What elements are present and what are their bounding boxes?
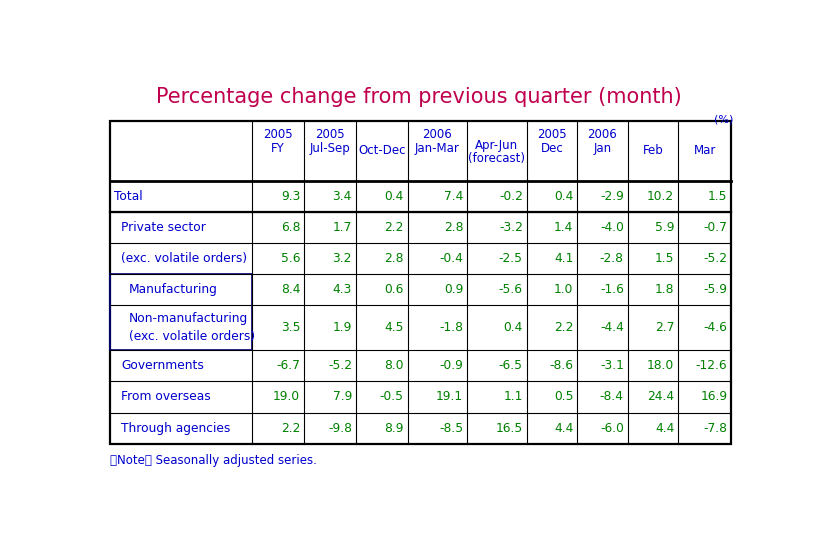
- Text: -4.0: -4.0: [600, 221, 624, 234]
- Text: -5.9: -5.9: [703, 284, 727, 296]
- Text: 0.4: 0.4: [384, 190, 404, 203]
- Text: 1.0: 1.0: [554, 284, 573, 296]
- Text: -0.4: -0.4: [439, 252, 463, 265]
- Text: -1.8: -1.8: [439, 321, 463, 334]
- Text: 1.5: 1.5: [708, 190, 727, 203]
- Text: 1.8: 1.8: [654, 284, 674, 296]
- Text: 19.1: 19.1: [436, 391, 463, 403]
- Text: 6.8: 6.8: [281, 221, 300, 234]
- Text: Dec: Dec: [541, 142, 564, 155]
- Text: -7.8: -7.8: [703, 422, 727, 434]
- Text: Percentage change from previous quarter (month): Percentage change from previous quarter …: [156, 86, 682, 107]
- Text: 2005: 2005: [537, 128, 567, 141]
- Text: -1.6: -1.6: [600, 284, 624, 296]
- Text: 4.3: 4.3: [333, 284, 352, 296]
- Text: Apr-Jun: Apr-Jun: [475, 139, 519, 152]
- Text: -0.5: -0.5: [380, 391, 404, 403]
- Text: 19.0: 19.0: [273, 391, 300, 403]
- Text: 2006: 2006: [587, 128, 618, 141]
- Text: 4.1: 4.1: [554, 252, 573, 265]
- Text: 16.9: 16.9: [700, 391, 727, 403]
- Text: 18.0: 18.0: [647, 359, 674, 373]
- Text: (exc. volatile orders): (exc. volatile orders): [129, 330, 255, 343]
- Text: -0.7: -0.7: [703, 221, 727, 234]
- Text: Private sector: Private sector: [121, 221, 206, 234]
- Text: 2.2: 2.2: [554, 321, 573, 334]
- Text: -2.8: -2.8: [600, 252, 624, 265]
- Text: 3.2: 3.2: [333, 252, 352, 265]
- Text: 0.4: 0.4: [503, 321, 523, 334]
- Text: 7.9: 7.9: [333, 391, 352, 403]
- Text: 8.4: 8.4: [281, 284, 300, 296]
- Text: 2005: 2005: [263, 128, 293, 141]
- Text: Through agencies: Through agencies: [121, 422, 231, 434]
- Text: 4.4: 4.4: [554, 422, 573, 434]
- Text: 1.5: 1.5: [654, 252, 674, 265]
- Text: (exc. volatile orders): (exc. volatile orders): [121, 252, 247, 265]
- Text: Total: Total: [114, 190, 142, 203]
- Text: 1.7: 1.7: [333, 221, 352, 234]
- Text: -3.1: -3.1: [600, 359, 624, 373]
- Text: 2.2: 2.2: [384, 221, 404, 234]
- Text: -12.6: -12.6: [695, 359, 727, 373]
- Text: Governments: Governments: [121, 359, 204, 373]
- Text: 2.8: 2.8: [444, 221, 463, 234]
- Text: 1.9: 1.9: [333, 321, 352, 334]
- Text: -3.2: -3.2: [499, 221, 523, 234]
- Text: -2.9: -2.9: [600, 190, 624, 203]
- Text: -4.6: -4.6: [703, 321, 727, 334]
- Text: 5.6: 5.6: [281, 252, 300, 265]
- Text: Manufacturing: Manufacturing: [129, 284, 218, 296]
- Text: 24.4: 24.4: [647, 391, 674, 403]
- Text: -8.5: -8.5: [439, 422, 463, 434]
- Text: Non-manufacturing: Non-manufacturing: [129, 312, 248, 325]
- Text: Jan-Mar: Jan-Mar: [415, 142, 460, 155]
- Text: Jan: Jan: [593, 142, 611, 155]
- Text: 2.2: 2.2: [281, 422, 300, 434]
- Text: 2005: 2005: [315, 128, 344, 141]
- Text: -4.4: -4.4: [600, 321, 624, 334]
- Text: 4.4: 4.4: [655, 422, 674, 434]
- Text: 3.4: 3.4: [333, 190, 352, 203]
- Text: -8.6: -8.6: [550, 359, 573, 373]
- Text: 5.9: 5.9: [654, 221, 674, 234]
- Text: Jul-Sep: Jul-Sep: [309, 142, 350, 155]
- Text: 1.1: 1.1: [503, 391, 523, 403]
- Text: （Note） Seasonally adjusted series.: （Note） Seasonally adjusted series.: [110, 454, 317, 467]
- Text: 8.0: 8.0: [384, 359, 404, 373]
- Text: -5.2: -5.2: [328, 359, 352, 373]
- Text: 9.3: 9.3: [281, 190, 300, 203]
- Text: -5.6: -5.6: [499, 284, 523, 296]
- Text: -0.2: -0.2: [499, 190, 523, 203]
- Text: 2.8: 2.8: [384, 252, 404, 265]
- Text: -6.5: -6.5: [499, 359, 523, 373]
- Text: 7.4: 7.4: [444, 190, 463, 203]
- Text: Oct-Dec: Oct-Dec: [358, 144, 406, 157]
- Text: -2.5: -2.5: [499, 252, 523, 265]
- Text: -6.0: -6.0: [600, 422, 624, 434]
- Text: (forecast): (forecast): [469, 152, 525, 165]
- Text: Mar: Mar: [694, 144, 716, 157]
- Text: (%): (%): [713, 114, 733, 124]
- Text: 4.5: 4.5: [384, 321, 404, 334]
- Text: 16.5: 16.5: [496, 422, 523, 434]
- Text: -6.7: -6.7: [276, 359, 300, 373]
- Text: 3.5: 3.5: [281, 321, 300, 334]
- Text: 2006: 2006: [422, 128, 452, 141]
- Text: 0.5: 0.5: [554, 391, 573, 403]
- Text: -5.2: -5.2: [703, 252, 727, 265]
- Text: 0.9: 0.9: [444, 284, 463, 296]
- Text: From overseas: From overseas: [121, 391, 211, 403]
- Text: -0.9: -0.9: [439, 359, 463, 373]
- Text: Feb: Feb: [642, 144, 663, 157]
- Text: 8.9: 8.9: [384, 422, 404, 434]
- Text: 0.4: 0.4: [554, 190, 573, 203]
- Text: 10.2: 10.2: [647, 190, 674, 203]
- Text: -9.8: -9.8: [328, 422, 352, 434]
- Text: 2.7: 2.7: [655, 321, 674, 334]
- Text: 1.4: 1.4: [554, 221, 573, 234]
- Text: 0.6: 0.6: [384, 284, 404, 296]
- Text: FY: FY: [272, 142, 285, 155]
- Text: -8.4: -8.4: [600, 391, 624, 403]
